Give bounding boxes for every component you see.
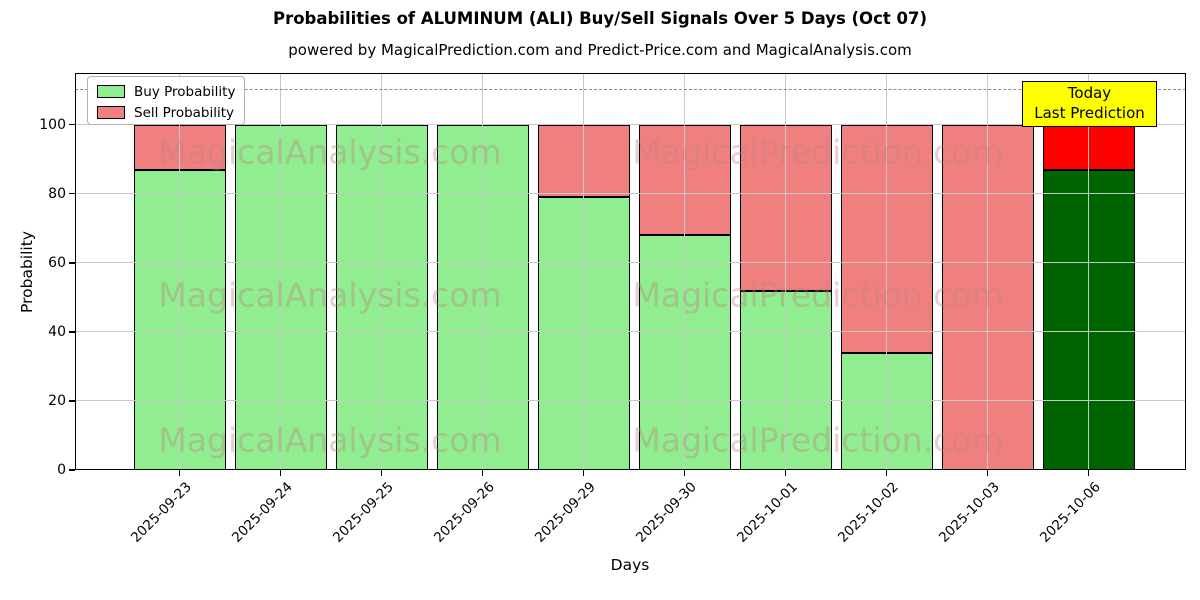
sell-probability-swatch	[97, 106, 125, 119]
h-gridline	[75, 261, 1186, 263]
v-gridline	[1088, 73, 1089, 470]
v-gridline	[785, 73, 786, 470]
x-tick-mark	[784, 470, 787, 476]
x-tick-label: 2025-09-23	[128, 479, 195, 546]
chart-title: Probabilities of ALUMINUM (ALI) Buy/Sell…	[272, 9, 927, 28]
today-annotation: Today Last Prediction	[1022, 81, 1157, 127]
v-gridline	[482, 73, 483, 470]
y-axis-label: Probability	[18, 231, 36, 313]
x-axis-label: Days	[610, 556, 650, 574]
y-tick-label: 40	[48, 323, 66, 340]
watermark-text: MagicalPrediction.com	[632, 420, 1004, 460]
legend-item-sell: Sell Probability	[97, 102, 235, 123]
watermark-text: MagicalAnalysis.com	[158, 275, 502, 315]
x-tick-mark	[481, 470, 484, 476]
x-tick-mark	[380, 470, 383, 476]
v-gridline	[280, 73, 281, 470]
y-tick-mark	[69, 469, 75, 471]
h-gridline	[75, 192, 1186, 194]
x-tick-label: 2025-09-25	[330, 479, 397, 546]
x-tick-mark	[582, 470, 585, 476]
legend-label-sell: Sell Probability	[134, 104, 235, 121]
x-tick-label: 2025-09-26	[431, 479, 498, 546]
x-tick-label: 2025-09-24	[229, 479, 296, 546]
today-annotation-line1: Today	[1067, 84, 1112, 102]
legend-item-buy: Buy Probability	[97, 81, 235, 102]
chart-subtitle: powered by MagicalPrediction.com and Pre…	[288, 41, 912, 59]
buy-probability-swatch	[97, 85, 125, 98]
legend: Buy Probability Sell Probability	[87, 76, 245, 125]
today-annotation-line2: Last Prediction	[1034, 104, 1145, 122]
v-gridline	[381, 73, 382, 470]
v-gridline	[886, 73, 887, 470]
h-gridline	[75, 123, 1186, 125]
threshold-dashed-line	[75, 89, 1186, 91]
x-tick-label: 2025-10-06	[1037, 479, 1104, 546]
x-tick-label: 2025-09-30	[633, 479, 700, 546]
y-tick-mark	[69, 262, 75, 264]
y-tick-mark	[69, 331, 75, 333]
y-tick-label: 60	[48, 254, 66, 271]
x-tick-mark	[178, 470, 181, 476]
watermark-text: MagicalPrediction.com	[632, 132, 1004, 172]
watermark-text: MagicalAnalysis.com	[158, 132, 502, 172]
x-tick-mark	[885, 470, 888, 476]
x-tick-mark	[1087, 470, 1090, 476]
h-gridline	[75, 399, 1186, 401]
y-tick-mark	[69, 193, 75, 195]
v-gridline	[179, 73, 180, 470]
watermark-text: MagicalPrediction.com	[632, 275, 1004, 315]
x-tick-mark	[279, 470, 282, 476]
x-tick-label: 2025-10-03	[936, 479, 1003, 546]
v-gridline	[583, 73, 584, 470]
legend-label-buy: Buy Probability	[134, 83, 236, 100]
h-gridline	[75, 330, 1186, 332]
y-tick-label: 0	[57, 462, 66, 478]
y-tick-mark	[69, 124, 75, 126]
plot-area: Buy Probability Sell Probability Today L…	[75, 73, 1186, 470]
y-tick-label: 20	[48, 392, 66, 409]
x-tick-mark	[986, 470, 989, 476]
watermark-text: MagicalAnalysis.com	[158, 420, 502, 460]
y-tick-label: 100	[39, 116, 66, 133]
y-tick-mark	[69, 400, 75, 402]
x-tick-mark	[683, 470, 686, 476]
plot-border	[75, 73, 1186, 470]
x-tick-label: 2025-10-01	[734, 479, 801, 546]
v-gridline	[684, 73, 685, 470]
x-tick-label: 2025-09-29	[532, 479, 599, 546]
x-tick-label: 2025-10-02	[835, 479, 902, 546]
v-gridline	[987, 73, 988, 470]
y-tick-label: 80	[48, 185, 66, 202]
